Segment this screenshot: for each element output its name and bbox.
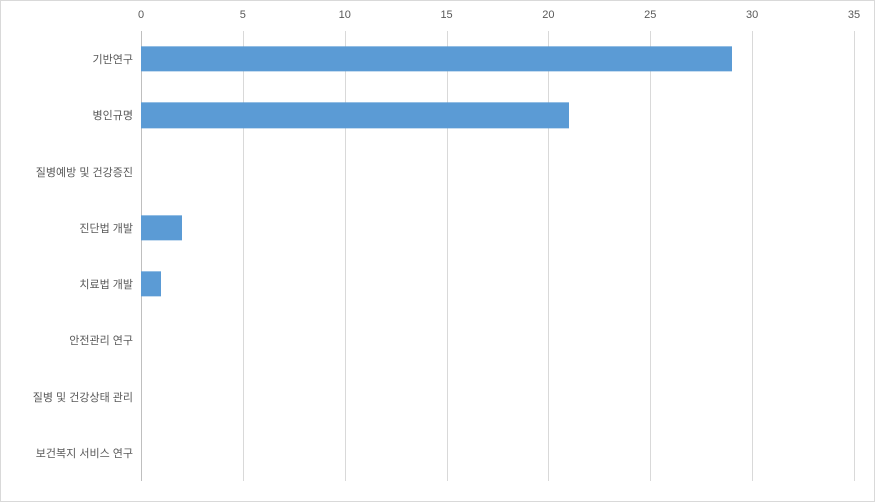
x-tick-label: 30 [746, 9, 758, 21]
x-tick-label: 15 [440, 9, 452, 21]
y-category-label: 기반연구 [93, 51, 133, 67]
y-band: 질병예방 및 건강증진 [141, 144, 854, 200]
y-category-label: 진단법 개발 [79, 220, 133, 236]
x-tick-label: 0 [138, 9, 144, 21]
plot-area: 05101520253035기반연구병인규명질병예방 및 건강증진진단법 개발치… [141, 31, 854, 481]
y-category-label: 질병예방 및 건강증진 [36, 164, 133, 180]
gridline [854, 31, 855, 481]
y-category-label: 치료법 개발 [79, 276, 133, 292]
bar [141, 271, 161, 296]
y-band: 기반연구 [141, 31, 854, 87]
y-band: 병인규명 [141, 87, 854, 143]
y-category-label: 병인규명 [93, 107, 133, 123]
x-tick-label: 5 [240, 9, 246, 21]
y-category-label: 보건복지 서비스 연구 [36, 445, 133, 461]
bar [141, 46, 732, 71]
chart-container: 05101520253035기반연구병인규명질병예방 및 건강증진진단법 개발치… [0, 0, 875, 502]
y-band: 진단법 개발 [141, 200, 854, 256]
x-tick-label: 35 [848, 9, 860, 21]
y-band: 보건복지 서비스 연구 [141, 425, 854, 481]
x-tick-label: 20 [542, 9, 554, 21]
y-category-label: 안전관리 연구 [69, 332, 133, 348]
y-category-label: 질병 및 건강상태 관리 [33, 389, 133, 405]
x-tick-label: 25 [644, 9, 656, 21]
y-band: 질병 및 건강상태 관리 [141, 369, 854, 425]
y-band: 치료법 개발 [141, 256, 854, 312]
bar [141, 215, 182, 240]
bar [141, 103, 569, 128]
x-tick-label: 10 [339, 9, 351, 21]
y-band: 안전관리 연구 [141, 312, 854, 368]
